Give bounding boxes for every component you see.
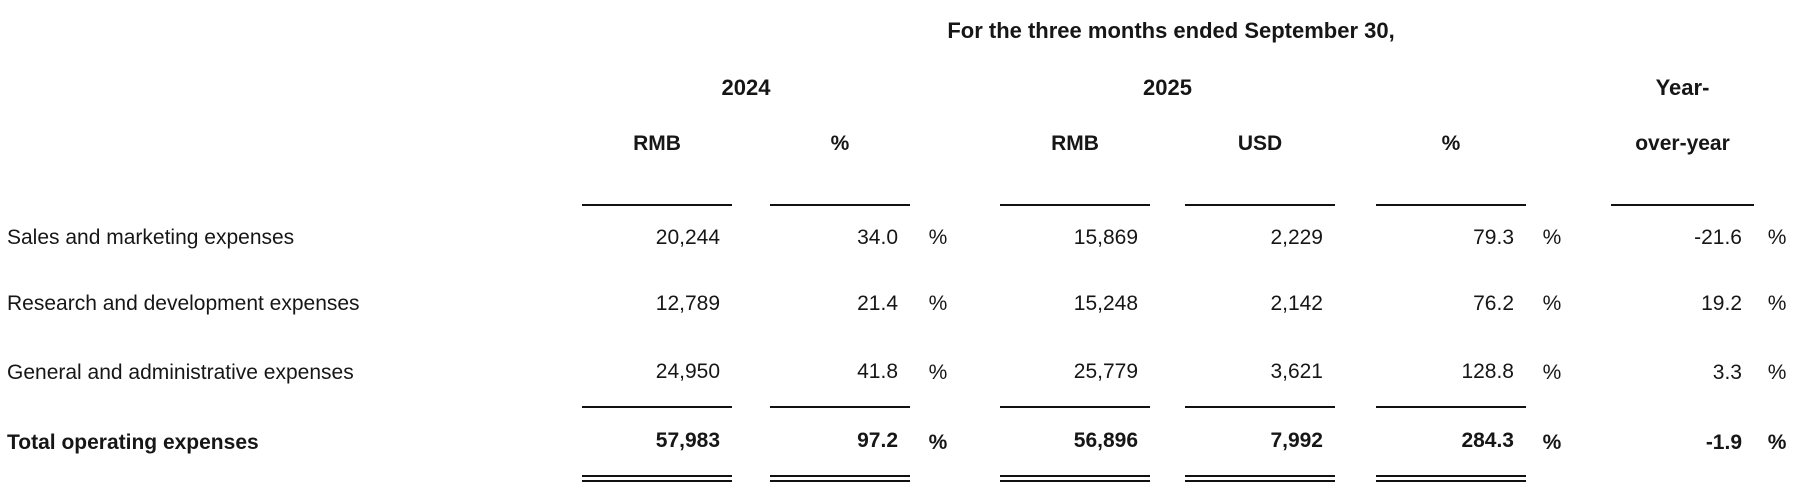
percent-sign: % [1767, 292, 1787, 315]
col-header-rmb-2025: RMB [1000, 118, 1150, 206]
total-row-label: Total operating expenses [7, 430, 259, 454]
percent-sign: % [1767, 225, 1787, 249]
yoy-header-line1: Year- [1655, 75, 1710, 100]
usd-2025-total: 7,992 [1185, 406, 1335, 482]
table-row-general-administrative: General and administrative expenses 24,9… [0, 338, 1800, 407]
usd-2025-value: 2,142 [1270, 292, 1323, 315]
percent-sign: % [928, 292, 948, 315]
yoy-value: 3.3 [1712, 360, 1742, 384]
pct-2024-value: 21.4 [857, 292, 898, 315]
col-header-pct-2024: % [770, 118, 910, 206]
percent-sign: % [1542, 360, 1562, 384]
row-label: Sales and marketing expenses [7, 225, 295, 249]
percent-sign: % [928, 430, 948, 454]
percent-sign: % [1767, 360, 1787, 384]
pct-2025-value: 76.2 [1473, 292, 1514, 315]
rmb-2025-total: 56,896 [1000, 406, 1150, 482]
col-header-rmb-2024: RMB [582, 118, 732, 206]
year-header-row: 2024 2025 Year- [0, 58, 1800, 118]
table-title-row: For the three months ended September 30, [0, 0, 1800, 58]
pct-2025-value: 79.3 [1473, 226, 1514, 249]
percent-sign: % [1542, 430, 1562, 454]
table-row-research-development: Research and development expenses 12,789… [0, 270, 1800, 338]
rmb-2025-value: 15,248 [1073, 292, 1138, 315]
column-header-row: RMB % RMB USD % over-year [0, 118, 1800, 206]
usd-2025-value: 3,621 [1270, 360, 1323, 383]
yoy-value: 19.2 [1701, 292, 1742, 315]
table-row-sales-marketing: Sales and marketing expenses 20,244 34.0… [0, 205, 1800, 270]
usd-2025-value: 2,229 [1270, 226, 1323, 249]
year-2025-header: 2025 [1143, 75, 1192, 100]
operating-expenses-table: For the three months ended September 30,… [0, 0, 1800, 482]
table-title: For the three months ended September 30, [947, 18, 1395, 43]
rmb-2024-total: 57,983 [582, 406, 732, 482]
percent-sign: % [1542, 225, 1562, 249]
pct-2025-value: 128.8 [1461, 360, 1514, 383]
pct-2024-value: 41.8 [857, 360, 898, 383]
year-2024-header: 2024 [721, 75, 771, 100]
rmb-2024-value: 24,950 [655, 360, 720, 383]
percent-sign: % [928, 360, 948, 384]
col-header-usd-2025: USD [1185, 118, 1335, 206]
yoy-value: -21.6 [1694, 226, 1742, 249]
rmb-2025-value: 25,779 [1073, 360, 1138, 383]
table-row-total: Total operating expenses 57,983 97.2 % 5… [0, 406, 1800, 482]
pct-2024-total: 97.2 [770, 406, 910, 482]
row-label: General and administrative expenses [7, 360, 354, 384]
pct-2025-total: 284.3 [1376, 406, 1526, 482]
percent-sign: % [1542, 292, 1562, 315]
rmb-2024-value: 20,244 [655, 226, 720, 249]
col-header-pct-2025: % [1376, 118, 1526, 206]
rmb-2024-value: 12,789 [655, 292, 720, 315]
rmb-2025-value: 15,869 [1073, 226, 1138, 249]
col-header-yoy: over-year [1611, 118, 1754, 206]
percent-sign: % [1767, 430, 1787, 454]
pct-2024-value: 34.0 [857, 226, 898, 249]
row-label: Research and development expenses [7, 292, 360, 315]
yoy-total: -1.9 [1705, 430, 1742, 454]
percent-sign: % [928, 225, 948, 249]
